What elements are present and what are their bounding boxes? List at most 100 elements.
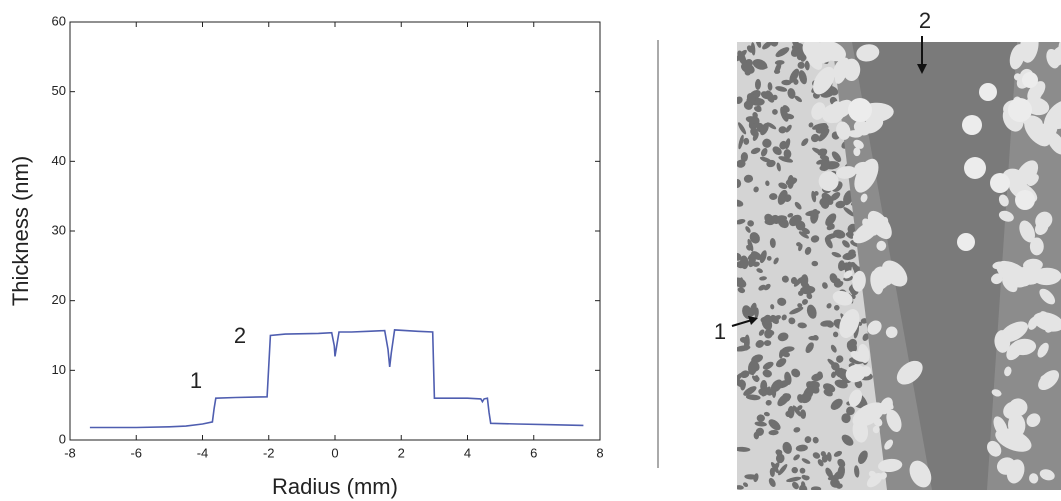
texture xyxy=(812,334,819,341)
texture xyxy=(797,322,807,329)
texture xyxy=(753,106,762,113)
texture xyxy=(1004,366,1012,377)
x-tick-label: -8 xyxy=(64,445,76,460)
texture xyxy=(769,193,778,200)
annotation: 1 xyxy=(190,368,202,393)
texture xyxy=(833,280,842,288)
annotation: 2 xyxy=(234,323,246,348)
texture xyxy=(766,255,772,261)
micrograph xyxy=(737,42,1061,490)
texture xyxy=(778,182,788,190)
texture xyxy=(1024,118,1051,147)
texture xyxy=(753,375,759,382)
texture xyxy=(762,369,772,378)
texture xyxy=(789,306,804,315)
texture xyxy=(830,192,841,201)
texture xyxy=(765,180,770,187)
texture xyxy=(811,373,823,382)
texture xyxy=(755,340,765,348)
texture xyxy=(832,331,839,338)
texture xyxy=(750,147,761,155)
texture xyxy=(848,389,863,407)
y-tick-label: 10 xyxy=(52,362,66,377)
texture xyxy=(820,320,833,327)
texture xyxy=(800,409,807,419)
texture xyxy=(1033,312,1061,332)
texture xyxy=(742,305,753,320)
texture xyxy=(1032,267,1061,286)
texture xyxy=(831,252,842,258)
texture xyxy=(758,388,768,397)
texture xyxy=(759,156,772,163)
texture xyxy=(827,358,837,368)
texture xyxy=(812,122,828,130)
texture xyxy=(831,371,837,379)
texture xyxy=(1029,237,1044,256)
texture xyxy=(814,191,819,196)
texture xyxy=(767,82,773,91)
texture xyxy=(1026,413,1041,427)
texture xyxy=(996,260,1032,287)
texture xyxy=(1003,401,1021,419)
texture xyxy=(848,262,856,267)
texture xyxy=(737,178,742,188)
texture xyxy=(964,157,986,179)
texture xyxy=(781,79,792,86)
texture xyxy=(810,208,819,224)
image-label: 2 xyxy=(919,8,931,33)
texture xyxy=(806,304,817,319)
texture xyxy=(832,290,853,306)
texture xyxy=(833,450,843,457)
texture xyxy=(747,360,758,375)
texture xyxy=(762,138,772,148)
texture xyxy=(847,130,863,138)
texture xyxy=(754,421,767,427)
texture xyxy=(747,238,754,252)
texture xyxy=(746,45,755,53)
texture xyxy=(789,68,800,83)
texture xyxy=(778,126,787,134)
texture xyxy=(998,210,1014,222)
texture xyxy=(843,270,853,279)
texture xyxy=(1027,174,1039,186)
arrowhead xyxy=(917,64,927,74)
texture xyxy=(737,219,746,225)
texture xyxy=(786,476,802,483)
texture xyxy=(830,478,841,488)
texture xyxy=(909,460,932,488)
texture xyxy=(794,95,803,103)
texture xyxy=(772,146,782,156)
texture xyxy=(885,326,898,339)
texture xyxy=(821,103,845,124)
texture xyxy=(845,232,854,239)
texture xyxy=(777,393,790,407)
texture xyxy=(760,147,768,157)
texture xyxy=(772,109,778,115)
data-line xyxy=(89,329,584,429)
texture xyxy=(979,83,997,101)
texture xyxy=(1011,338,1037,356)
texture xyxy=(784,138,791,150)
texture xyxy=(884,439,894,450)
texture xyxy=(962,115,982,135)
texture xyxy=(831,151,842,163)
y-tick-label: 20 xyxy=(52,292,66,307)
texture xyxy=(818,128,830,142)
texture xyxy=(785,113,795,120)
texture xyxy=(852,402,885,427)
texture xyxy=(769,237,776,248)
texture xyxy=(770,214,781,224)
texture xyxy=(860,318,868,324)
texture xyxy=(792,42,801,49)
texture xyxy=(1013,73,1022,81)
texture xyxy=(737,376,744,388)
texture xyxy=(756,414,765,422)
texture xyxy=(825,233,839,239)
texture xyxy=(811,102,826,120)
texture xyxy=(737,446,751,452)
texture xyxy=(812,147,825,156)
texture xyxy=(795,444,808,452)
texture xyxy=(775,47,790,58)
texture xyxy=(764,213,774,223)
texture xyxy=(778,464,788,476)
